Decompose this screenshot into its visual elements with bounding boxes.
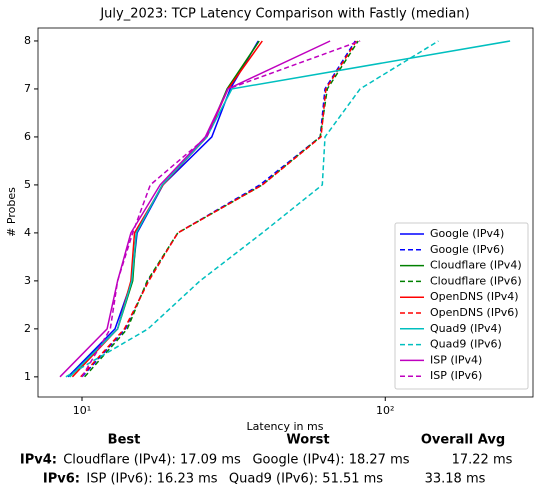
y-tick-label: 4 — [24, 226, 31, 239]
summary-cell: Cloudflare (IPv4): 17.09 ms — [63, 453, 241, 468]
line — [59, 40, 331, 378]
line — [81, 40, 361, 378]
summary-cell: Quad9 (IPv6): 51.51 ms — [229, 472, 383, 487]
chart-title: July_2023: TCP Latency Comparison with F… — [99, 7, 469, 22]
y-tick-label: 3 — [24, 274, 31, 287]
x-tick-label: 10² — [376, 404, 394, 417]
summary-cell: Google (IPv4): 18.27 ms — [252, 453, 409, 468]
summary-row-label: IPv4: — [20, 453, 57, 468]
legend-label: Quad9 (IPv4) — [430, 322, 502, 335]
legend-label: OpenDNS (IPv4) — [430, 290, 519, 303]
summary-header: Worst — [286, 433, 329, 448]
y-tick-label: 2 — [24, 322, 31, 335]
legend-label: Google (IPv4) — [430, 227, 504, 240]
y-tick-label: 6 — [24, 130, 31, 143]
line — [69, 40, 511, 378]
line — [71, 40, 263, 378]
summary-row-label: IPv6: — [43, 472, 80, 487]
line — [65, 40, 439, 378]
legend-label: ISP (IPv6) — [430, 369, 482, 382]
summary-cell: 17.22 ms — [452, 453, 513, 468]
summary-header: Best — [108, 433, 141, 448]
plot-frame — [37, 27, 534, 398]
y-tick-label: 7 — [24, 82, 31, 95]
legend-label: Cloudflare (IPv4) — [430, 259, 522, 272]
summary-cell: 33.18 ms — [425, 472, 486, 487]
line — [84, 40, 359, 378]
legend-label: ISP (IPv4) — [430, 353, 482, 366]
legend-label: Cloudflare (IPv6) — [430, 274, 522, 287]
y-tick-label: 8 — [24, 34, 31, 47]
legend-label: OpenDNS (IPv6) — [430, 306, 519, 319]
legend-label: Google (IPv6) — [430, 243, 504, 256]
summary-header: Overall Avg — [421, 433, 505, 448]
legend-label: Quad9 (IPv6) — [430, 338, 502, 351]
y-axis-label: # Probes — [5, 187, 18, 237]
line — [80, 40, 358, 378]
line — [67, 40, 259, 378]
summary-cell: ISP (IPv6): 16.23 ms — [86, 472, 217, 487]
x-tick-label: 10¹ — [73, 404, 91, 417]
x-axis-label: Latency in ms — [247, 420, 324, 433]
y-tick-label: 5 — [24, 178, 31, 191]
y-tick-label: 1 — [24, 370, 31, 383]
legend-box — [394, 222, 529, 390]
